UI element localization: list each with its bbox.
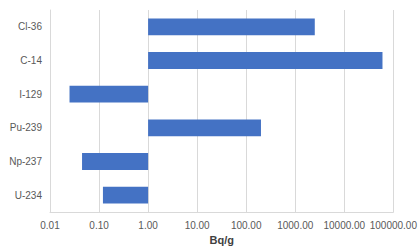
svg-text:0.01: 0.01 xyxy=(40,220,60,231)
svg-text:100000.00: 100000.00 xyxy=(370,220,418,231)
svg-text:0.10: 0.10 xyxy=(89,220,109,231)
svg-text:Cl-36: Cl-36 xyxy=(18,21,42,32)
svg-text:Np-237: Np-237 xyxy=(9,156,42,167)
svg-text:10.00: 10.00 xyxy=(185,220,210,231)
svg-text:10000.00: 10000.00 xyxy=(323,220,365,231)
svg-text:U-234: U-234 xyxy=(15,190,43,201)
svg-text:Bq/g: Bq/g xyxy=(209,234,233,246)
svg-text:C-14: C-14 xyxy=(20,55,42,66)
svg-text:Pu-239: Pu-239 xyxy=(10,122,43,133)
svg-text:1000.00: 1000.00 xyxy=(277,220,314,231)
svg-text:100.00: 100.00 xyxy=(231,220,262,231)
svg-text:I-129: I-129 xyxy=(19,89,42,100)
svg-text:1.00: 1.00 xyxy=(138,220,158,231)
